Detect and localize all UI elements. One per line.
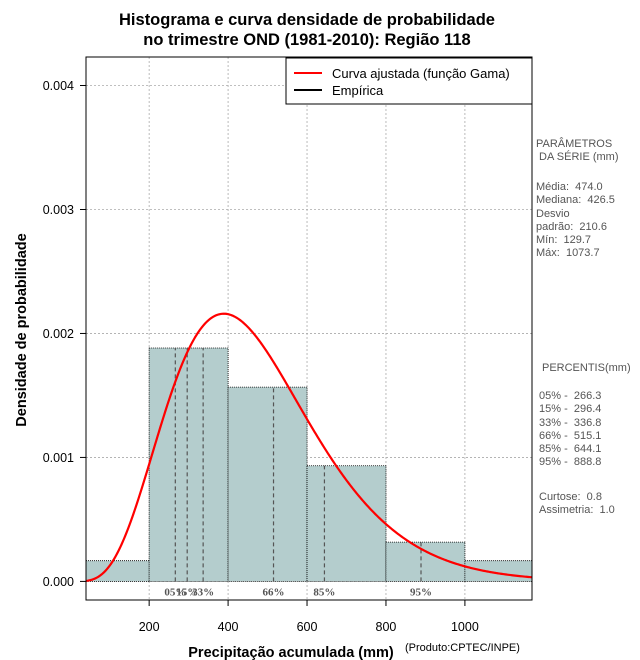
plot-frame — [85, 56, 533, 601]
legend-label-fitted: Curva ajustada (função Gama) — [332, 66, 510, 81]
params-header: PARÂMETROS DA SÉRIE (mm) — [536, 138, 619, 164]
y-tick-label: 0.000 — [43, 575, 74, 589]
percentis-body: 05% - 266.3 15% - 296.4 33% - 336.8 66% … — [539, 390, 602, 469]
y-axis-label: Densidade de probabilidade — [14, 233, 30, 426]
x-axis-label: Precipitação acumulada (mm) — [188, 645, 394, 660]
histogram-bar — [227, 386, 308, 582]
x-tick-label: 600 — [297, 620, 318, 634]
y-tick-label: 0.004 — [43, 79, 74, 93]
percentile-label: 85% — [313, 586, 335, 598]
percentile-label: 05% — [164, 586, 186, 598]
x-tick-label: 400 — [218, 620, 239, 634]
percentile-label: 15% — [176, 586, 198, 598]
percentile-lines: 05%15%33% 66% 85% 95% — [164, 347, 432, 598]
percentile-label: 66% — [263, 586, 285, 598]
percentile-label: 95% — [410, 586, 432, 598]
chart-title: Histograma e curva densidade de probabil… — [119, 11, 495, 49]
y-tick-label: 0.001 — [43, 451, 74, 465]
gamma-curve — [85, 312, 533, 583]
params-body: Média: 474.0 Mediana: 426.5 Desvio padrã… — [536, 181, 615, 260]
x-tick-label: 800 — [376, 620, 397, 634]
histogram-bars — [85, 347, 533, 582]
legend: Curva ajustada (função Gama) Empírica — [285, 57, 533, 105]
percentis-header: PERCENTIS(mm) — [542, 362, 631, 374]
percentile-label: 33% — [192, 586, 214, 598]
chart-title-line-2: no trimestre OND (1981-2010): Região 118 — [143, 31, 470, 49]
chart-title-line-1: Histograma e curva densidade de probabil… — [119, 11, 495, 29]
axes: 200 400 600 800 1000 0.000 0.001 0.002 0.003 0.00… — [43, 79, 479, 634]
product-credit: (Produto:CPTEC/INPE) — [405, 642, 520, 654]
moments-body: Curtose: 0.8 Assimetria: 1.0 — [539, 491, 615, 517]
legend-label-empirical: Empírica — [332, 83, 384, 98]
x-tick-label: 1000 — [451, 620, 479, 634]
histogram-bar — [85, 560, 150, 582]
gamma-curve-path — [85, 312, 533, 583]
histogram-bar — [148, 347, 229, 582]
legend-box — [285, 57, 533, 105]
x-tick-label: 200 — [139, 620, 160, 634]
y-tick-label: 0.002 — [43, 327, 74, 341]
histogram-bar — [464, 560, 533, 582]
histogram-bar — [306, 465, 387, 582]
y-tick-label: 0.003 — [43, 203, 74, 217]
